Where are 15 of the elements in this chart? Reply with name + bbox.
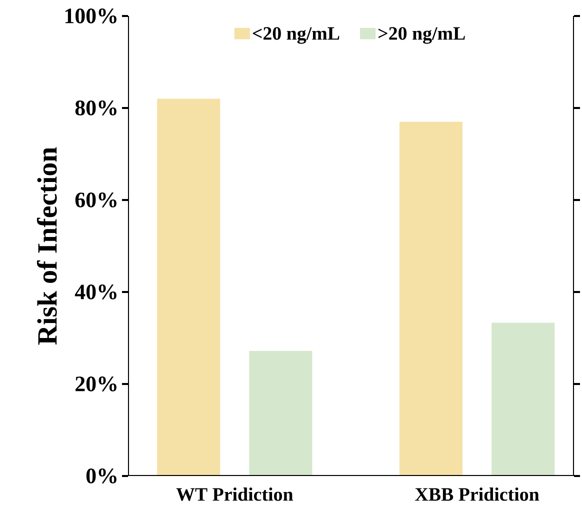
bar [399,122,463,476]
y-tick-label: 0% [86,468,116,484]
x-tick-label: XBB Pridiction [415,488,540,501]
x-tick-label: WT Pridiction [176,488,294,501]
y-tick-label: 60% [75,192,116,208]
bar [492,322,555,476]
y-tick-label: 80% [75,100,116,116]
legend-label: >20 ng/mL [378,27,465,44]
y-tick-label: 40% [74,284,116,300]
bar [249,350,312,476]
bar [157,98,220,476]
y-tick-label: 100% [65,8,116,24]
y-tick-label: 20% [76,376,116,392]
legend-label: <20 ng/mL [252,27,340,44]
y-axis-title: Risk of Infection [36,147,57,345]
